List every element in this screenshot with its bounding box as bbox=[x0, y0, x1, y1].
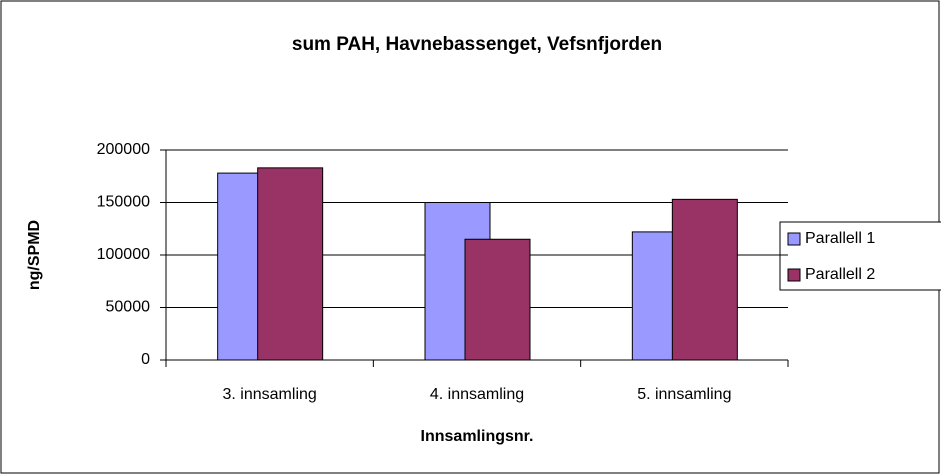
chart-title: sum PAH, Havnebassenget, Vefsnfjorden bbox=[292, 34, 662, 55]
y-tick-label: 100000 bbox=[97, 246, 150, 263]
legend-label: Parallell 2 bbox=[805, 266, 875, 283]
legend-swatch bbox=[787, 268, 801, 282]
y-tick-label: 50000 bbox=[106, 299, 151, 316]
y-axis-title: ng/SPMD bbox=[26, 220, 43, 290]
y-tick-label: 0 bbox=[141, 351, 150, 368]
y-tick-label: 200000 bbox=[97, 141, 150, 158]
y-tick-label: 150000 bbox=[97, 194, 150, 211]
legend-swatch bbox=[787, 232, 801, 246]
x-tick-label: 3. innsamling bbox=[223, 386, 317, 403]
bar bbox=[671, 198, 738, 361]
x-axis-title: Innsamlingsnr. bbox=[421, 428, 534, 445]
x-tick-label: 4. innsamling bbox=[430, 386, 524, 403]
x-tick-label: 5. innsamling bbox=[637, 386, 731, 403]
legend-label: Parallell 1 bbox=[805, 230, 875, 247]
bar bbox=[257, 167, 324, 361]
legend-box bbox=[779, 221, 941, 291]
bar bbox=[464, 238, 531, 361]
